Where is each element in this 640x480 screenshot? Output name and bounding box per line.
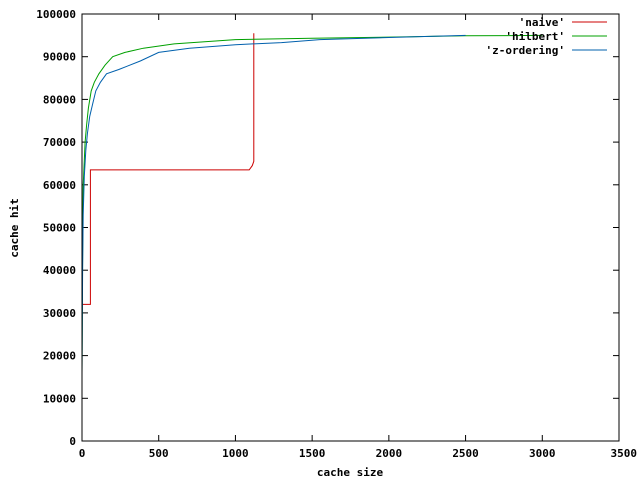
legend: 'naive''hilbert''z-ordering' <box>486 16 607 57</box>
y-tick-label: 80000 <box>43 93 76 106</box>
series-line-z-ordering <box>81 34 466 373</box>
y-axis-label: cache hit <box>8 198 21 258</box>
y-tick-label: 50000 <box>43 222 76 235</box>
y-tick-label: 0 <box>69 435 76 448</box>
y-tick-label: 30000 <box>43 307 76 320</box>
x-tick-label: 500 <box>149 447 169 460</box>
legend-label: 'z-ordering' <box>486 44 565 57</box>
y-tick-label: 20000 <box>43 350 76 363</box>
y-tick-label: 40000 <box>43 264 76 277</box>
legend-label: 'hilbert' <box>505 30 565 43</box>
y-tick-labels: 0 10000 20000 30000 40000 50000 60000 70000 8000… <box>36 8 76 448</box>
y-tick-label: 60000 <box>43 179 76 192</box>
x-tick-label: 3000 <box>529 447 556 460</box>
axis-ticks <box>81 13 620 442</box>
plot-frame <box>81 13 620 442</box>
plot-series <box>81 33 543 373</box>
x-tick-label: 1000 <box>222 447 249 460</box>
x-tick-label: 2000 <box>376 447 403 460</box>
x-tick-label: 2500 <box>452 447 479 460</box>
y-tick-label: 100000 <box>36 8 76 21</box>
x-tick-labels: 0 500 1000 1500 2000 2500 3000 3500 <box>79 447 637 460</box>
x-tick-label: 1500 <box>299 447 326 460</box>
x-tick-label: 0 <box>79 447 86 460</box>
series-line-hilbert <box>81 34 543 373</box>
series-line-naive <box>82 33 255 305</box>
x-tick-label: 3500 <box>611 447 638 460</box>
y-tick-label: 90000 <box>43 51 76 64</box>
y-tick-label: 70000 <box>43 136 76 149</box>
x-axis-label: cache size <box>317 466 384 479</box>
legend-label: 'naive' <box>519 16 565 29</box>
y-tick-label: 10000 <box>43 392 76 405</box>
